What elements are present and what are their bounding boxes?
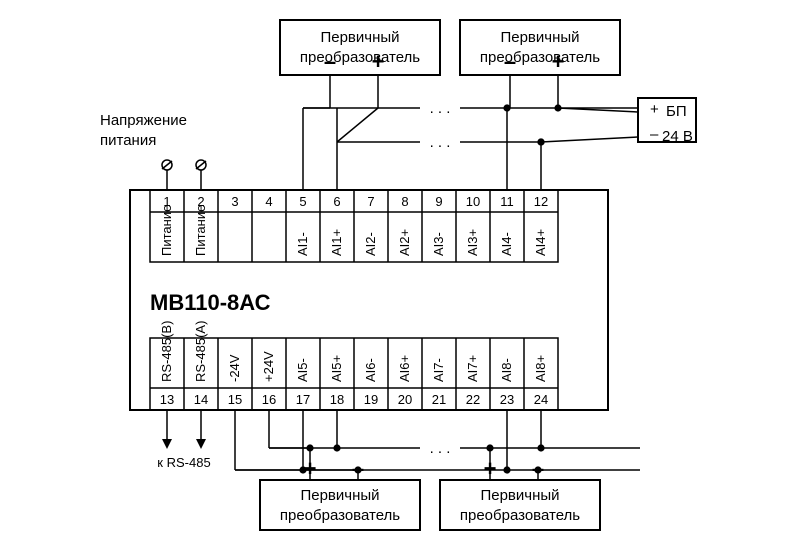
svg-text:AI5+: AI5+	[329, 355, 344, 382]
svg-text:–: –	[504, 49, 516, 74]
svg-text:преобразователь: преобразователь	[280, 507, 400, 524]
svg-text:Первичный: Первичный	[300, 487, 379, 504]
svg-text:AI1+: AI1+	[329, 229, 344, 256]
svg-text:3: 3	[231, 194, 238, 209]
svg-text:Напряжение: Напряжение	[100, 112, 187, 129]
svg-text:AI5-: AI5-	[295, 358, 310, 382]
svg-text:7: 7	[367, 194, 374, 209]
svg-text:11: 11	[500, 194, 514, 209]
svg-text:+: +	[552, 49, 565, 74]
svg-text:21: 21	[432, 392, 446, 407]
svg-text:16: 16	[262, 392, 276, 407]
svg-text:+: +	[372, 49, 385, 74]
svg-text:–: –	[650, 126, 659, 143]
svg-text:AI8+: AI8+	[533, 355, 548, 382]
svg-text:преобразователь: преобразователь	[300, 49, 420, 66]
svg-text:AI1-: AI1-	[295, 232, 310, 256]
svg-text:AI8-: AI8-	[499, 358, 514, 382]
svg-text:преобразователь: преобразователь	[460, 507, 580, 524]
svg-text:AI7-: AI7-	[431, 358, 446, 382]
svg-text:AI4-: AI4-	[499, 232, 514, 256]
svg-text:5: 5	[299, 194, 306, 209]
svg-text:преобразователь: преобразователь	[480, 49, 600, 66]
svg-text:. . .: . . .	[430, 440, 451, 457]
svg-text:6: 6	[333, 194, 340, 209]
svg-text:–: –	[324, 49, 336, 74]
svg-text:AI6+: AI6+	[397, 355, 412, 382]
svg-text:Первичный: Первичный	[320, 29, 399, 46]
svg-text:20: 20	[398, 392, 412, 407]
svg-text:. . .: . . .	[430, 100, 451, 117]
svg-text:24 В: 24 В	[662, 128, 693, 145]
svg-text:AI3-: AI3-	[431, 232, 446, 256]
svg-text:RS-485(B): RS-485(B)	[159, 321, 174, 382]
svg-text:12: 12	[534, 194, 548, 209]
svg-text:Питание: Питание	[193, 205, 208, 256]
svg-text:Первичный: Первичный	[480, 487, 559, 504]
svg-text:-24V: -24V	[227, 354, 242, 382]
svg-text:9: 9	[435, 194, 442, 209]
svg-text:БП: БП	[666, 103, 687, 120]
svg-text:18: 18	[330, 392, 344, 407]
svg-text:МВ110-8АС: МВ110-8АС	[150, 290, 271, 315]
svg-text:22: 22	[466, 392, 480, 407]
svg-text:8: 8	[401, 194, 408, 209]
svg-text:питания: питания	[100, 132, 156, 149]
svg-text:23: 23	[500, 392, 514, 407]
svg-text:AI7+: AI7+	[465, 355, 480, 382]
svg-text:+24V: +24V	[261, 351, 276, 382]
svg-text:24: 24	[534, 392, 548, 407]
svg-text:AI3+: AI3+	[465, 229, 480, 256]
svg-text:AI4+: AI4+	[533, 229, 548, 256]
svg-text:к RS-485: к RS-485	[157, 455, 210, 470]
svg-text:14: 14	[194, 392, 208, 407]
svg-text:17: 17	[296, 392, 310, 407]
svg-text:19: 19	[364, 392, 378, 407]
svg-text:+: +	[650, 101, 659, 118]
svg-text:. . .: . . .	[430, 134, 451, 151]
svg-text:AI2+: AI2+	[397, 229, 412, 256]
svg-text:13: 13	[160, 392, 174, 407]
svg-text:15: 15	[228, 392, 242, 407]
svg-text:AI2-: AI2-	[363, 232, 378, 256]
svg-text:AI6-: AI6-	[363, 358, 378, 382]
svg-text:10: 10	[466, 194, 480, 209]
svg-text:Питание: Питание	[159, 205, 174, 256]
svg-text:Первичный: Первичный	[500, 29, 579, 46]
svg-text:RS-485(A): RS-485(A)	[193, 321, 208, 382]
svg-text:4: 4	[265, 194, 272, 209]
